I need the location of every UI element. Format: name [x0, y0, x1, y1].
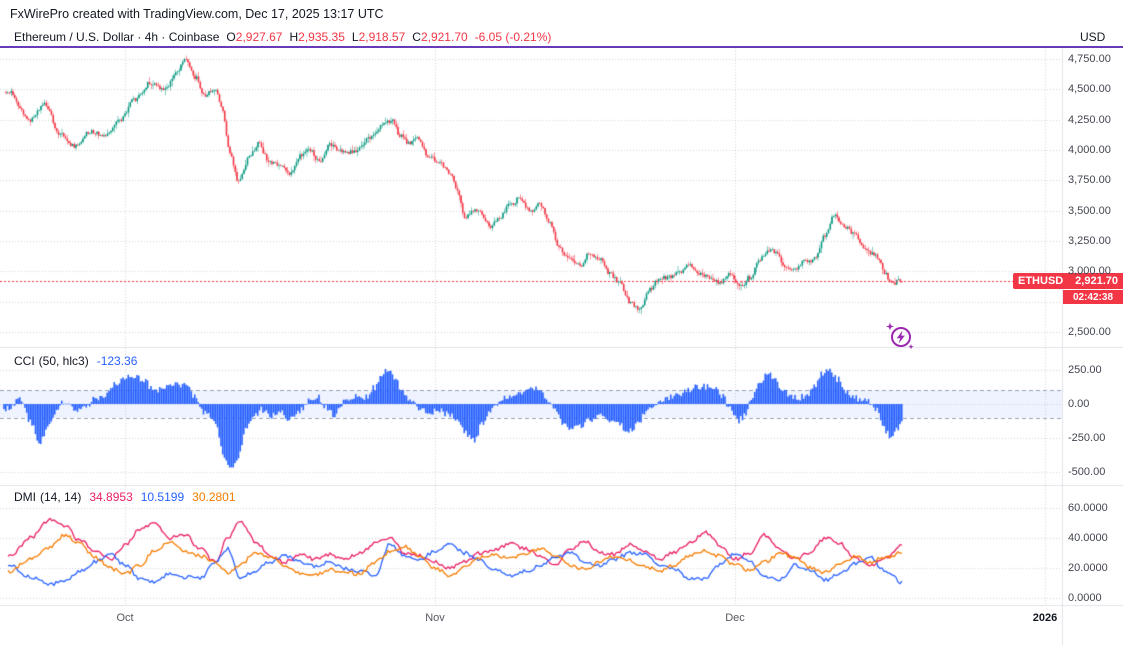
- dmi-params: (14, 14): [40, 490, 82, 504]
- open-value: 2,927.67: [235, 30, 283, 44]
- dmi-adx-value: 30.2801: [192, 490, 236, 504]
- low-label: L: [351, 30, 359, 44]
- price-axis-label: 3,750.00: [1068, 174, 1111, 186]
- cci-axis-label: -250.00: [1068, 432, 1106, 444]
- time-scale[interactable]: [0, 606, 1062, 645]
- cci-axis-label: -500.00: [1068, 466, 1106, 478]
- flash-icon: [884, 320, 916, 352]
- price-axis-label: 3,000.00: [1068, 265, 1111, 277]
- cci-axis-label: 250.00: [1068, 364, 1102, 376]
- close-label: C: [412, 30, 421, 44]
- time-axis-label-2026: 2026: [1032, 612, 1058, 624]
- cci-legend: CCI (50, hlc3) -123.36: [14, 354, 137, 368]
- high-value: 2,935.35: [298, 30, 345, 44]
- price-axis-label: 3,250.00: [1068, 235, 1111, 247]
- time-axis-label-nov: Nov: [425, 612, 445, 624]
- low-value: 2,918.57: [358, 30, 406, 44]
- change-value: -6.05 (-0.21%): [474, 30, 552, 44]
- dmi-legend: DMI (14, 14) 34.8953 10.5199 30.2801: [14, 490, 236, 504]
- bar-countdown: 02:42:38: [1063, 290, 1123, 304]
- last-price-tag: ETHUSD 2,921.70: [1013, 273, 1123, 289]
- dmi-title[interactable]: DMI: [14, 490, 36, 504]
- cci-axis-label: 0.00: [1068, 398, 1090, 410]
- price-axis-label: 4,000.00: [1068, 144, 1111, 156]
- price-axis-label: 3,500.00: [1068, 205, 1111, 217]
- cci-value: -123.36: [96, 354, 138, 368]
- price-axis-label: 4,250.00: [1068, 114, 1111, 126]
- close-value: 2,921.70: [420, 30, 468, 44]
- high-label: H: [289, 30, 299, 44]
- time-axis-label-dec: Dec: [725, 612, 745, 624]
- dmi-axis-label: 60.0000: [1068, 502, 1108, 514]
- currency-label[interactable]: USD: [1080, 30, 1106, 44]
- dmi-axis-label: 20.0000: [1068, 562, 1108, 574]
- price-axis-label: 2,500.00: [1068, 326, 1111, 338]
- last-price-symbol: ETHUSD: [1018, 275, 1064, 287]
- dmi-minus-di-value: 10.5199: [140, 490, 185, 504]
- symbol-title[interactable]: Ethereum / U.S. Dollar · 4h · Coinbase: [14, 30, 220, 44]
- watermark-attribution: FxWirePro created with TradingView.com, …: [10, 7, 384, 21]
- last-price-value: 2,921.70: [1075, 275, 1118, 287]
- cci-title[interactable]: CCI: [14, 354, 35, 368]
- price-axis-label: 4,750.00: [1068, 53, 1111, 65]
- time-axis-label-oct: Oct: [116, 612, 134, 624]
- open-label: O: [226, 30, 236, 44]
- cci-params: (50, hlc3): [38, 354, 89, 368]
- header-divider: [0, 46, 1123, 48]
- symbol-legend: Ethereum / U.S. Dollar · 4h · Coinbase O2…: [14, 30, 551, 44]
- dmi-axis-label: 40.0000: [1068, 532, 1108, 544]
- price-axis-label: 4,500.00: [1068, 83, 1111, 95]
- dmi-plus-di-value: 34.8953: [89, 490, 133, 504]
- dmi-axis-label: 0.0000: [1068, 592, 1102, 604]
